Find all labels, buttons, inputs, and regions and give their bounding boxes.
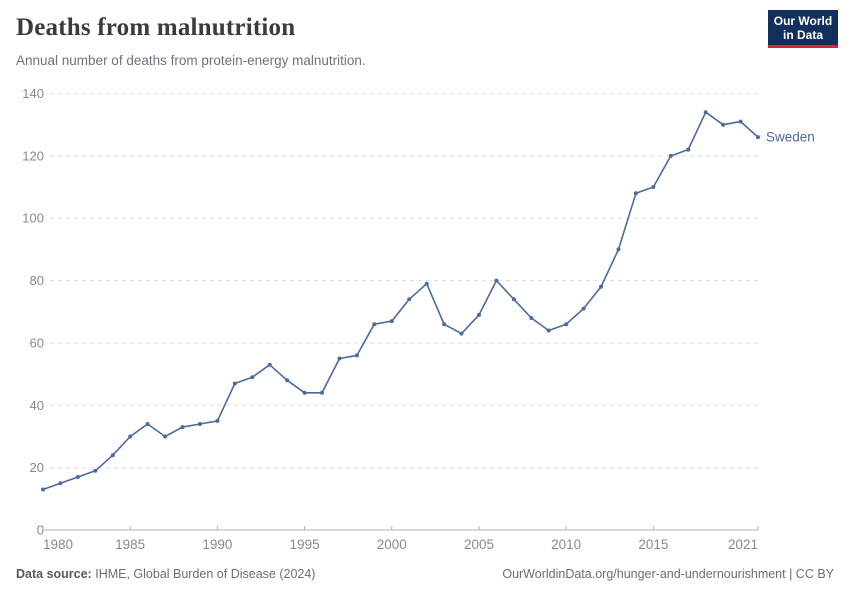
data-point: [180, 425, 185, 430]
data-point: [41, 487, 45, 492]
data-source: Data source: IHME, Global Burden of Dise…: [16, 566, 315, 582]
data-point: [407, 297, 412, 302]
data-point: [459, 331, 464, 336]
data-point: [215, 418, 220, 423]
data-point: [250, 375, 255, 380]
data-point: [354, 353, 359, 358]
x-tick-label: 2021: [728, 537, 758, 552]
data-point: [494, 278, 499, 283]
data-point: [599, 284, 603, 289]
data-point: [128, 434, 133, 439]
data-point: [302, 390, 307, 395]
data-line: [42, 111, 759, 491]
footer-link[interactable]: OurWorldinData.org/hunger-and-undernouri…: [502, 567, 834, 581]
data-point: [424, 281, 429, 286]
data-point: [546, 328, 551, 333]
data-source-value: IHME, Global Burden of Disease (2024): [95, 567, 316, 581]
owid-logo-line2: in Data: [782, 27, 823, 42]
x-tick-label: 2010: [551, 537, 581, 552]
data-point: [75, 475, 80, 479]
chart-subtitle: Annual number of deaths from protein-ene…: [16, 53, 366, 68]
data-point: [93, 468, 98, 473]
data-point: [267, 362, 272, 367]
x-tick-label: 1980: [43, 537, 73, 552]
data-point: [511, 297, 516, 302]
data-point: [738, 119, 743, 124]
data-point: [442, 322, 447, 327]
data-point: [372, 322, 377, 327]
data-point: [651, 185, 656, 189]
y-tick-label: 80: [30, 273, 44, 288]
data-source-label: Data source:: [16, 567, 92, 581]
data-point: [58, 481, 63, 486]
data-point: [564, 322, 569, 327]
data-point: [633, 191, 638, 196]
x-tick-label: 1990: [202, 537, 232, 552]
data-point: [668, 153, 673, 158]
data-point: [581, 306, 586, 311]
x-tick-label: 2015: [638, 537, 668, 552]
data-point: [616, 247, 621, 252]
data-point: [686, 147, 691, 152]
y-tick-label: 120: [22, 148, 44, 163]
data-point: [477, 312, 481, 317]
x-tick-label: 1995: [290, 537, 320, 552]
data-point: [232, 381, 237, 386]
data-point: [337, 356, 342, 361]
x-tick-label: 2005: [464, 537, 494, 552]
data-point: [285, 378, 290, 383]
series-end-label: Sweden: [766, 130, 815, 145]
owid-logo[interactable]: Our World in Data: [768, 10, 838, 48]
data-point: [110, 453, 115, 458]
y-tick-label: 60: [30, 335, 44, 350]
y-tick-label: 0: [37, 523, 44, 538]
owid-logo-line1: Our World: [773, 13, 833, 28]
y-tick-label: 20: [30, 460, 44, 475]
data-point: [163, 434, 168, 439]
data-point: [320, 390, 324, 395]
data-point: [721, 122, 726, 127]
data-point: [145, 422, 150, 426]
page-title: Deaths from malnutrition: [16, 14, 296, 41]
data-point: [198, 422, 202, 426]
data-point: [703, 110, 708, 115]
y-tick-label: 100: [22, 211, 44, 226]
x-tick-label: 1985: [115, 537, 145, 552]
y-tick-label: 40: [30, 398, 44, 413]
y-tick-label: 140: [22, 86, 44, 101]
data-point: [389, 319, 394, 324]
x-tick-label: 2000: [377, 537, 407, 552]
data-point: [529, 316, 534, 320]
data-point: [756, 135, 760, 140]
chart-footer: Data source: IHME, Global Burden of Dise…: [16, 566, 834, 582]
malnutrition-line-chart: 0 20 40 60 80 100 120 140 1980 1985 1990 1995 2000 20…: [22, 86, 815, 552]
